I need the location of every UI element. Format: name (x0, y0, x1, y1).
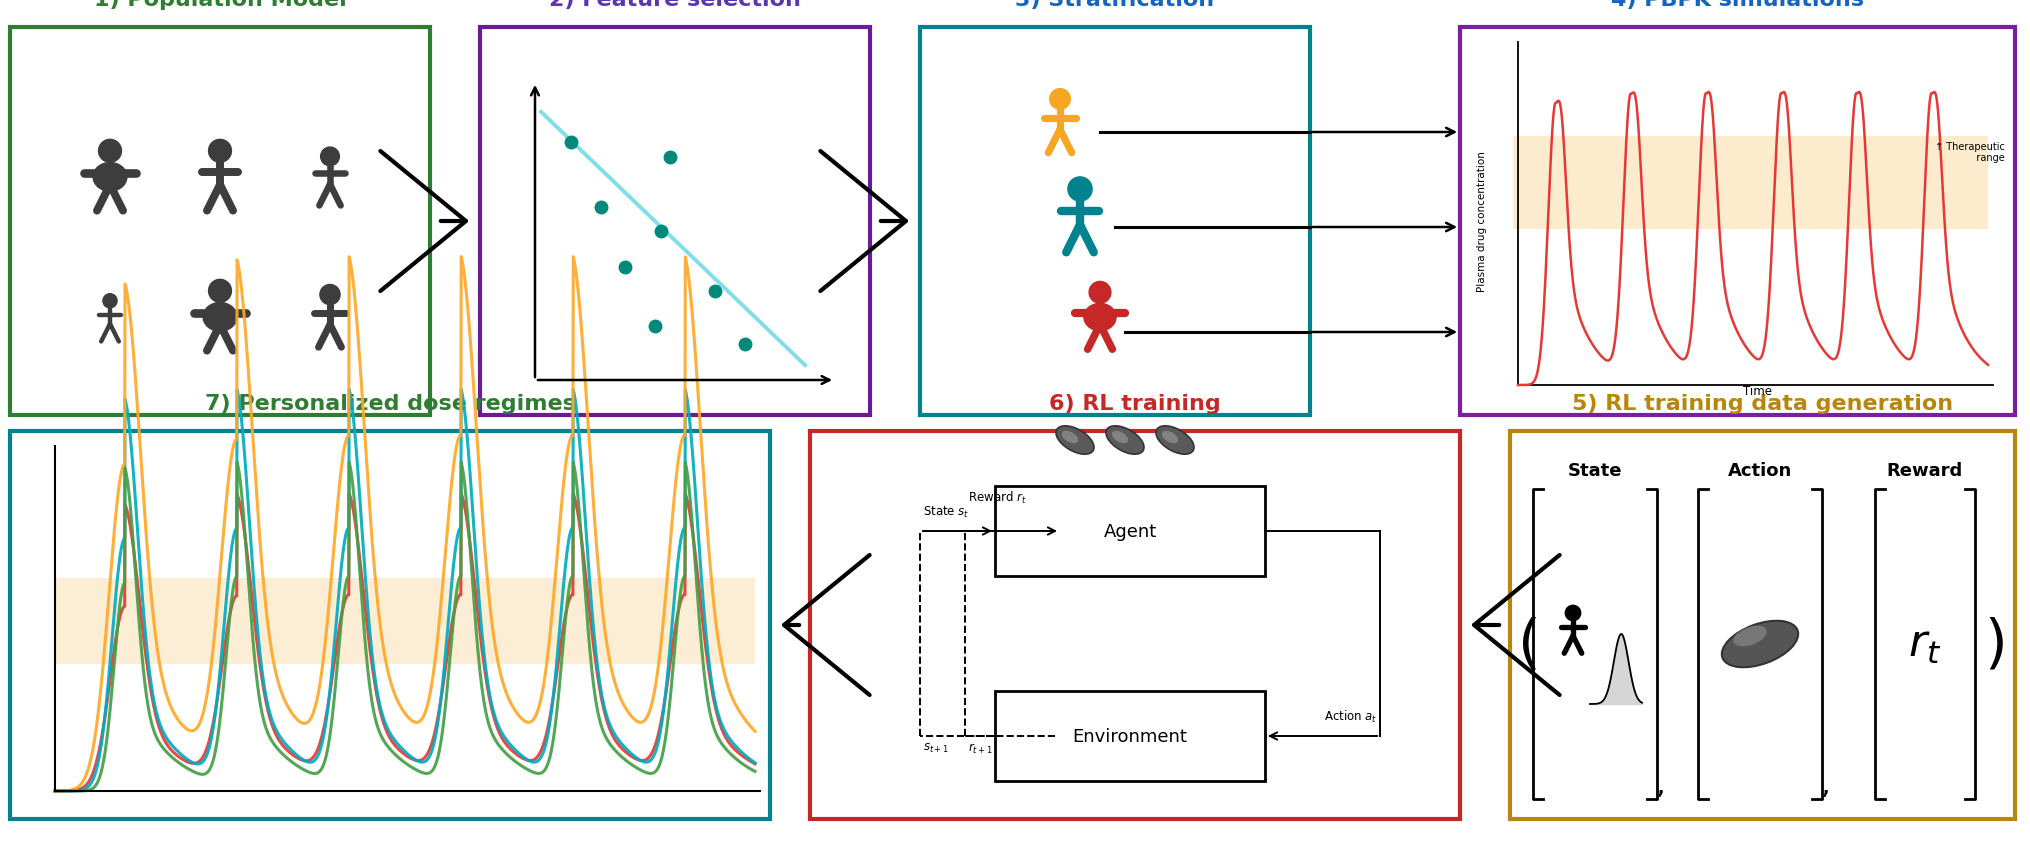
Text: Action $a_t$: Action $a_t$ (1324, 708, 1376, 724)
Circle shape (104, 295, 118, 309)
Circle shape (1090, 282, 1110, 304)
Text: 2) Feature selection: 2) Feature selection (548, 0, 802, 10)
Bar (810, 431, 1460, 819)
Ellipse shape (1161, 431, 1177, 444)
Bar (55, 579, 755, 664)
Circle shape (209, 280, 231, 303)
Text: 7) Personalized dose regimes: 7) Personalized dose regimes (205, 393, 574, 414)
Circle shape (1050, 89, 1070, 110)
Bar (10, 431, 769, 819)
Ellipse shape (1155, 426, 1194, 455)
Text: ,: , (1821, 770, 1829, 798)
Text: ): ) (1983, 616, 2008, 673)
Ellipse shape (1734, 626, 1766, 647)
Text: Time: Time (1744, 385, 1772, 398)
Bar (1460, 28, 2016, 415)
Text: 4) PBPK simulations: 4) PBPK simulations (1612, 0, 1864, 10)
Bar (1510, 431, 2016, 819)
Text: 5) RL training data generation: 5) RL training data generation (1571, 393, 1953, 414)
Circle shape (321, 148, 339, 166)
Circle shape (99, 140, 122, 163)
Circle shape (321, 285, 341, 306)
Ellipse shape (1056, 426, 1094, 455)
Text: Action: Action (1728, 462, 1792, 479)
Text: Reward $r_t$: Reward $r_t$ (968, 490, 1027, 506)
Text: $r_{t+1}$: $r_{t+1}$ (968, 741, 993, 755)
Text: 1) Population Model: 1) Population Model (93, 0, 347, 10)
Circle shape (209, 140, 231, 163)
Ellipse shape (1062, 431, 1078, 444)
Text: State: State (1567, 462, 1622, 479)
Text: Reward: Reward (1886, 462, 1963, 479)
Text: $r_t$: $r_t$ (1908, 623, 1943, 666)
Bar (920, 28, 1309, 415)
Text: Plasma drug concentration: Plasma drug concentration (1478, 151, 1488, 292)
Ellipse shape (1721, 621, 1799, 668)
Circle shape (1068, 178, 1092, 202)
Text: Environment: Environment (1072, 728, 1188, 745)
Text: (: ( (1518, 616, 1541, 673)
Text: ↑ Therapeutic
   range: ↑ Therapeutic range (1935, 142, 2006, 163)
Ellipse shape (93, 163, 128, 192)
Text: 3) Stratification: 3) Stratification (1015, 0, 1214, 10)
Text: 6) RL training: 6) RL training (1050, 393, 1220, 414)
Bar (479, 28, 871, 415)
Bar (10, 28, 430, 415)
Text: ,: , (1654, 770, 1665, 798)
Circle shape (1565, 606, 1581, 621)
Bar (995, 486, 1265, 576)
Text: Agent: Agent (1104, 522, 1157, 540)
Ellipse shape (203, 303, 238, 332)
Ellipse shape (1084, 304, 1116, 331)
Ellipse shape (1112, 431, 1129, 444)
Ellipse shape (1106, 426, 1145, 455)
Bar (995, 691, 1265, 781)
Bar (1512, 137, 1987, 230)
Text: $s_{t+1}$: $s_{t+1}$ (924, 741, 948, 755)
Text: State $s_t$: State $s_t$ (924, 505, 970, 519)
